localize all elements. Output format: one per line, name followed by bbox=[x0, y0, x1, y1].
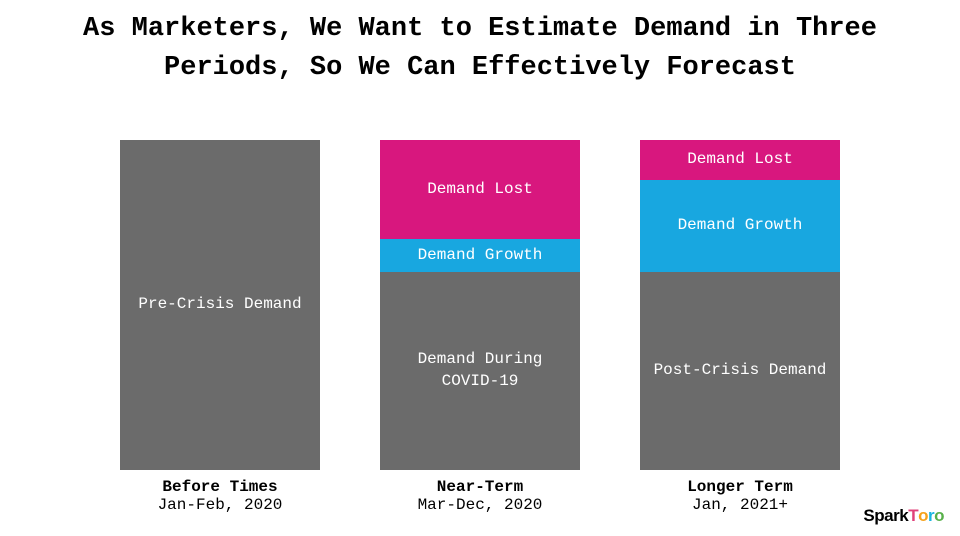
segment-1-1: Demand Growth bbox=[380, 239, 580, 272]
chart-area: Pre-Crisis Demand Demand LostDemand Grow… bbox=[0, 140, 960, 470]
label-title-0: Before Times bbox=[120, 478, 320, 496]
label-0: Before Times Jan-Feb, 2020 bbox=[120, 478, 320, 514]
segment-1-0: Demand Lost bbox=[380, 140, 580, 239]
label-sub-2: Jan, 2021+ bbox=[640, 496, 840, 514]
segments-1: Demand LostDemand GrowthDemand During CO… bbox=[380, 140, 580, 470]
column-longer-term: Demand LostDemand GrowthPost-Crisis Dema… bbox=[640, 140, 840, 470]
label-2: Longer Term Jan, 2021+ bbox=[640, 478, 840, 514]
column-near-term: Demand LostDemand GrowthDemand During CO… bbox=[380, 140, 580, 470]
page-title: As Marketers, We Want to Estimate Demand… bbox=[0, 0, 960, 88]
segment-2-0: Demand Lost bbox=[640, 140, 840, 180]
label-sub-1: Mar-Dec, 2020 bbox=[380, 496, 580, 514]
label-1: Near-Term Mar-Dec, 2020 bbox=[380, 478, 580, 514]
axis-labels: Before Times Jan-Feb, 2020 Near-Term Mar… bbox=[0, 478, 960, 514]
segment-1-2: Demand During COVID-19 bbox=[380, 272, 580, 470]
label-title-2: Longer Term bbox=[640, 478, 840, 496]
label-sub-0: Jan-Feb, 2020 bbox=[120, 496, 320, 514]
segments-2: Demand LostDemand GrowthPost-Crisis Dema… bbox=[640, 140, 840, 470]
label-title-1: Near-Term bbox=[380, 478, 580, 496]
sparktoro-logo: SparkToro bbox=[863, 506, 944, 526]
column-before-times: Pre-Crisis Demand bbox=[120, 140, 320, 470]
segment-2-2: Post-Crisis Demand bbox=[640, 272, 840, 470]
segment-2-1: Demand Growth bbox=[640, 180, 840, 272]
segment-0-0: Pre-Crisis Demand bbox=[120, 140, 320, 470]
segments-0: Pre-Crisis Demand bbox=[120, 140, 320, 470]
